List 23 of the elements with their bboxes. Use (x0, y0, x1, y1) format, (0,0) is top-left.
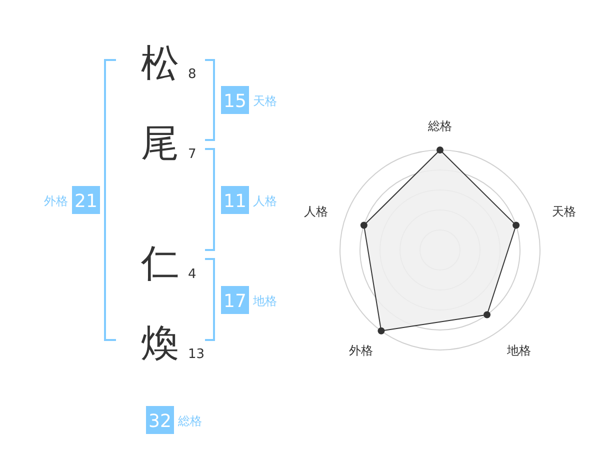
spoke-label: 天格 (552, 204, 576, 219)
text: 総格 (177, 414, 202, 428)
spoke-label: 外格 (349, 343, 374, 358)
text: 天格 (253, 94, 277, 108)
text: 11 (224, 191, 246, 212)
category-label: 仁 (140, 241, 179, 285)
text: 人格 (253, 194, 277, 208)
spoke-label: 総格 (427, 119, 452, 133)
spoke-label: 地格 (506, 343, 531, 358)
category-label: 煥 (141, 321, 179, 365)
data-label: 13 (188, 347, 205, 362)
category-label: 松 (141, 41, 179, 85)
data-label: 8 (188, 67, 196, 82)
spoke-label: 人格 (304, 204, 328, 219)
category-label: 尾 (141, 121, 179, 165)
text: 地格 (252, 294, 277, 308)
text: 15 (224, 91, 246, 112)
text: 17 (224, 291, 246, 312)
data-label: 7 (188, 147, 196, 162)
data-label: 4 (188, 267, 196, 282)
text: 32 (148, 411, 172, 432)
text: 外格 (44, 194, 68, 208)
text: 21 (74, 191, 98, 212)
